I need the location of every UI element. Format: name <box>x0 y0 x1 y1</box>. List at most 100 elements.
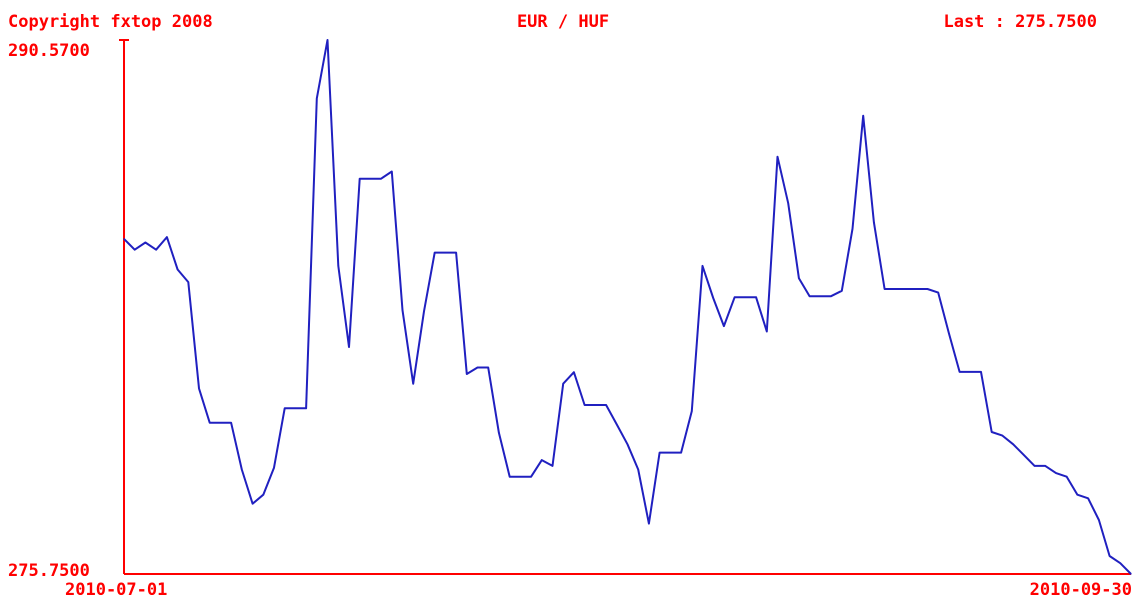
data-point-80 <box>980 371 982 373</box>
data-point-44 <box>594 404 597 406</box>
data-point-29 <box>434 252 436 254</box>
data-point-18 <box>316 97 318 99</box>
data-point-17 <box>305 407 307 409</box>
data-point-1 <box>134 249 136 251</box>
eur-huf-series-line <box>123 39 1132 575</box>
data-point-72 <box>894 288 896 290</box>
data-point-73 <box>905 288 907 290</box>
x-end-label: 2010-09-30 <box>1030 580 1132 600</box>
data-point-24 <box>380 178 382 180</box>
data-point-10 <box>230 422 232 424</box>
data-point-14 <box>273 467 275 469</box>
data-point-16 <box>294 407 296 409</box>
data-point-5 <box>177 268 179 271</box>
data-point-62 <box>787 202 789 204</box>
data-point-20 <box>337 265 339 267</box>
data-point-27 <box>412 383 414 385</box>
data-point-26 <box>401 309 404 311</box>
data-point-65 <box>819 295 821 297</box>
data-point-88 <box>1066 476 1068 478</box>
data-point-32 <box>466 373 468 375</box>
data-point-2 <box>144 241 146 244</box>
data-point-52 <box>680 452 682 454</box>
data-point-7 <box>198 387 200 389</box>
data-point-25 <box>391 170 393 173</box>
data-point-60 <box>766 330 768 333</box>
data-point-82 <box>1001 435 1004 437</box>
data-point-81 <box>991 431 993 433</box>
data-point-78 <box>959 371 961 373</box>
data-point-35 <box>498 432 500 434</box>
data-point-19 <box>326 39 329 41</box>
data-point-83 <box>1012 443 1014 445</box>
data-point-47 <box>626 443 629 445</box>
data-point-93 <box>1119 562 1121 564</box>
data-point-57 <box>734 296 736 298</box>
data-point-53 <box>691 410 693 412</box>
data-point-34 <box>487 366 489 369</box>
data-point-77 <box>948 332 950 334</box>
data-point-38 <box>530 476 532 478</box>
data-point-48 <box>637 468 639 471</box>
data-point-61 <box>776 156 779 158</box>
data-point-94 <box>1130 573 1132 575</box>
data-point-56 <box>723 325 725 327</box>
data-point-3 <box>155 249 157 251</box>
data-point-46 <box>616 423 618 426</box>
data-point-75 <box>926 288 929 290</box>
data-point-4 <box>166 236 168 238</box>
data-point-74 <box>916 288 918 290</box>
data-point-91 <box>1098 519 1100 521</box>
data-point-63 <box>798 277 800 279</box>
data-point-84 <box>1023 454 1025 456</box>
data-point-54 <box>701 265 704 267</box>
data-point-55 <box>712 297 714 299</box>
data-point-68 <box>851 228 854 230</box>
data-point-11 <box>241 468 243 471</box>
data-point-71 <box>884 288 886 290</box>
data-point-90 <box>1087 497 1089 499</box>
data-point-51 <box>669 452 672 454</box>
data-point-49 <box>648 523 650 525</box>
data-point-58 <box>744 296 746 298</box>
data-point-69 <box>862 115 864 117</box>
data-point-45 <box>605 404 607 406</box>
y-min-label: 275.7500 <box>8 561 90 581</box>
data-point-31 <box>455 252 457 254</box>
data-point-23 <box>369 178 371 180</box>
y-max-label: 290.5700 <box>8 41 90 61</box>
last-value-text: Last : 275.7500 <box>943 12 1097 32</box>
data-point-15 <box>284 407 286 409</box>
x-start-label: 2010-07-01 <box>65 580 167 600</box>
data-point-86 <box>1044 465 1046 467</box>
data-point-85 <box>1034 465 1036 467</box>
data-point-30 <box>444 252 446 254</box>
data-point-8 <box>209 422 211 424</box>
data-point-33 <box>476 366 479 369</box>
data-point-67 <box>841 290 843 292</box>
data-point-42 <box>573 371 575 373</box>
data-point-6 <box>187 281 189 283</box>
data-point-37 <box>519 476 522 478</box>
data-point-28 <box>423 310 425 312</box>
data-point-13 <box>262 494 264 496</box>
copyright-text: Copyright fxtop 2008 <box>8 12 213 32</box>
data-point-36 <box>509 476 511 478</box>
data-point-89 <box>1076 494 1078 496</box>
data-point-87 <box>1055 472 1057 474</box>
chart-title: EUR / HUF <box>517 12 609 32</box>
data-point-92 <box>1109 555 1111 557</box>
data-point-50 <box>659 452 661 454</box>
data-point-12 <box>252 503 254 505</box>
data-point-59 <box>755 296 757 298</box>
data-point-43 <box>584 404 586 406</box>
data-point-0 <box>123 238 125 240</box>
data-point-64 <box>809 295 811 297</box>
data-point-40 <box>551 465 554 467</box>
data-point-70 <box>873 221 875 223</box>
data-point-41 <box>562 383 564 385</box>
data-point-9 <box>219 422 221 424</box>
data-point-22 <box>359 178 361 180</box>
data-point-66 <box>830 295 832 297</box>
